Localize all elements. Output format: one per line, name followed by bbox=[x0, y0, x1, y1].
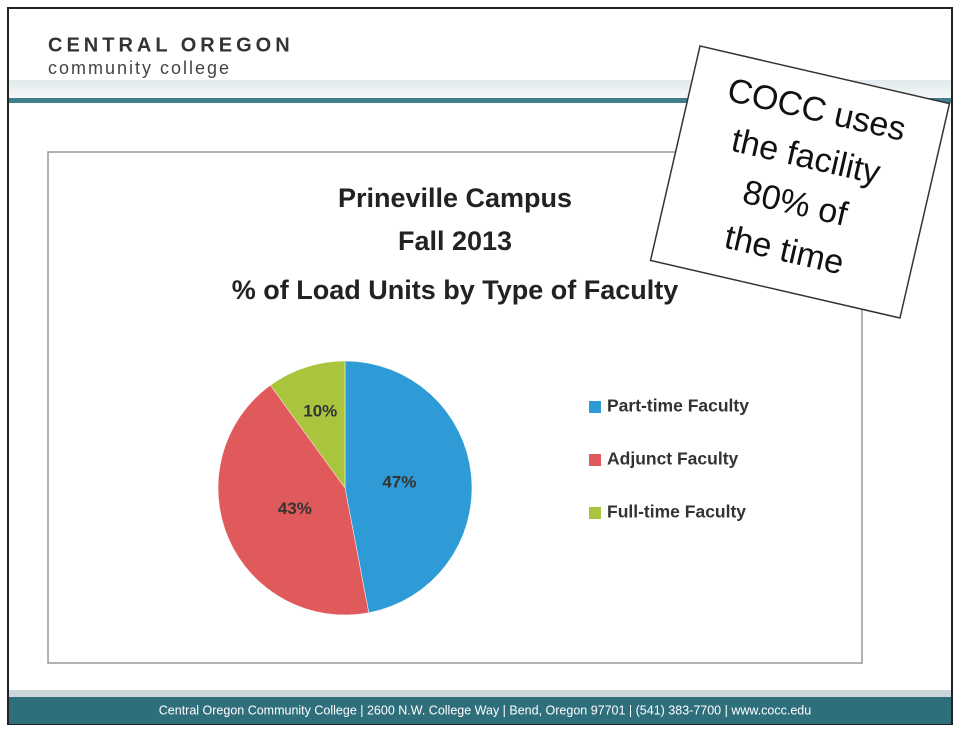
footer-text: Central Oregon Community College | 2600 … bbox=[159, 703, 811, 717]
data-label: 10% bbox=[303, 401, 337, 420]
note-box bbox=[649, 45, 951, 319]
footer-haze bbox=[9, 690, 951, 697]
legend-swatch bbox=[589, 401, 601, 413]
header-rule bbox=[9, 98, 951, 103]
chart-title: Fall 2013 bbox=[398, 226, 512, 256]
pie-slice bbox=[270, 360, 346, 489]
legend-label: Adjunct Faculty bbox=[607, 449, 739, 469]
chart: Prineville Campus Fall 2013 % of Load Unit… bbox=[217, 183, 749, 616]
legend-label: Part-time Faculty bbox=[607, 396, 749, 416]
pie-slice bbox=[344, 360, 473, 614]
data-label: 47% bbox=[382, 472, 416, 491]
legend-swatch bbox=[589, 507, 601, 519]
chart-title: % of Load Units by Type of Faculty bbox=[232, 275, 679, 305]
pie-slice bbox=[217, 384, 370, 616]
footer-band bbox=[9, 697, 951, 724]
chart-title: Prineville Campus bbox=[338, 183, 572, 213]
logo-name: CENTRAL OREGON bbox=[48, 34, 294, 56]
legend-label: Full-time Faculty bbox=[607, 502, 746, 522]
data-label: 43% bbox=[278, 499, 312, 518]
legend-swatch bbox=[589, 454, 601, 466]
logo-subname: community college bbox=[48, 58, 231, 78]
